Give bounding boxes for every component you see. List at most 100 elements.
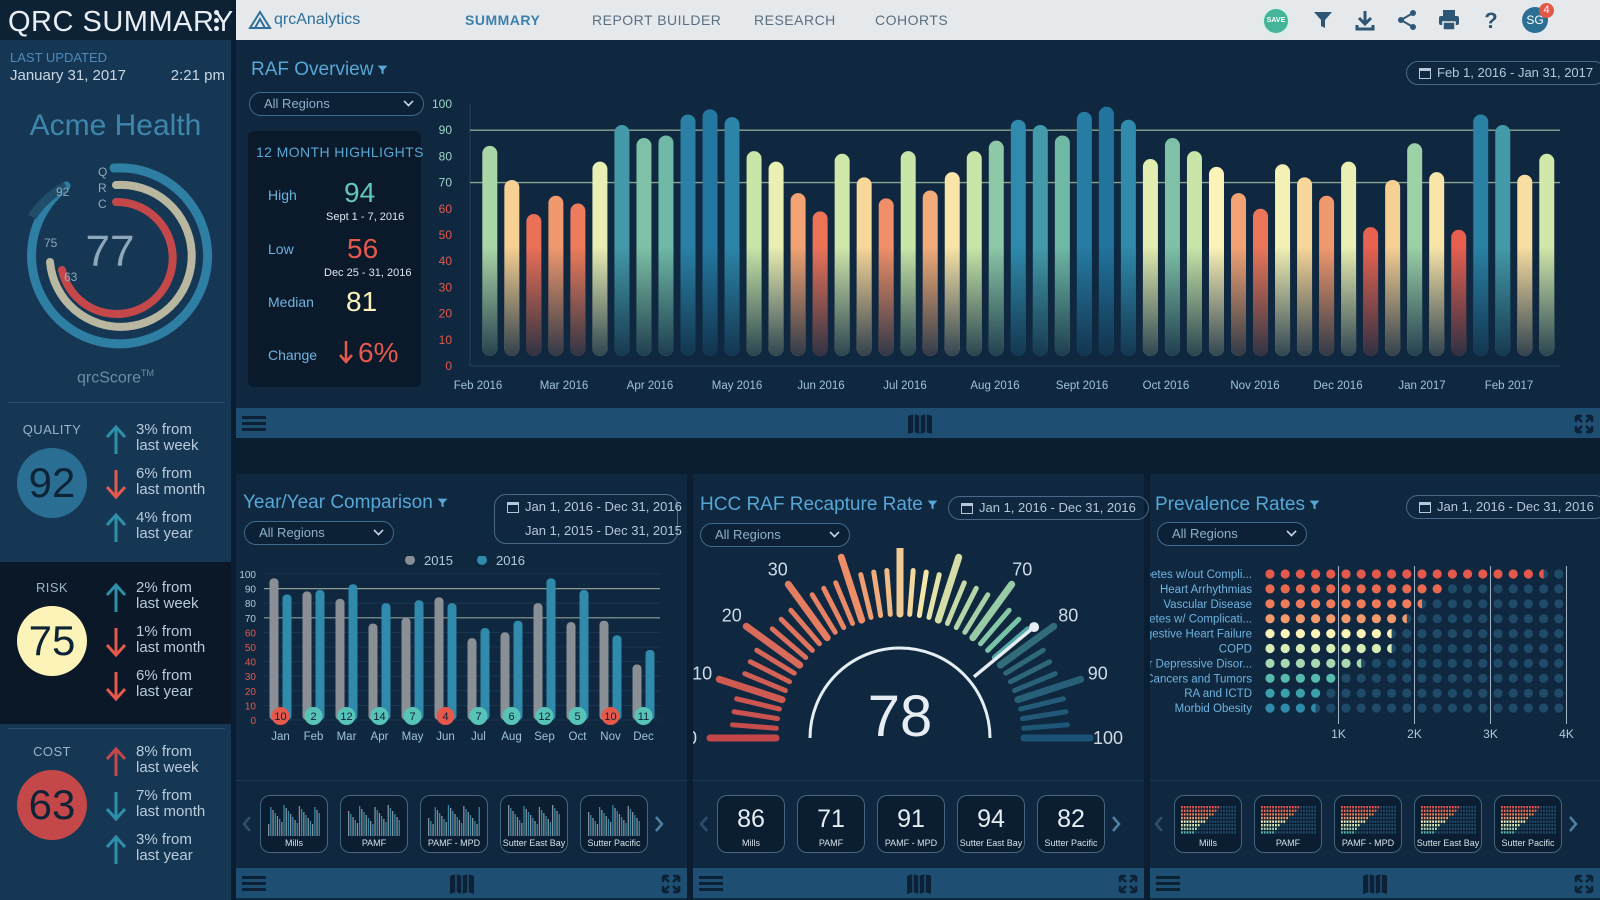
tab-summary[interactable]: SUMMARY — [465, 12, 541, 28]
bar-2016[interactable] — [546, 578, 556, 720]
prevalence-thumbnail[interactable]: Sutter East Bay — [1414, 795, 1482, 853]
download-icon[interactable] — [1353, 8, 1377, 32]
bar-2015[interactable] — [335, 598, 345, 720]
book-icon[interactable] — [906, 873, 932, 895]
prevalence-thumbnail[interactable]: Mills — [1174, 795, 1242, 853]
notification-badge[interactable]: 4 — [1539, 3, 1554, 18]
variance-marker[interactable] — [601, 707, 620, 725]
chevron-right-icon[interactable] — [1111, 815, 1121, 833]
variance-marker[interactable] — [271, 707, 290, 725]
book-icon[interactable] — [907, 413, 933, 435]
yoy-thumbnail[interactable]: PAMF - MPD — [420, 795, 488, 853]
bar-2015[interactable] — [401, 617, 411, 720]
hcc-thumbnail[interactable]: 86 Mills — [717, 795, 785, 853]
variance-marker[interactable] — [337, 707, 356, 725]
variance-marker[interactable] — [436, 707, 455, 725]
filter-icon[interactable] — [926, 498, 939, 512]
raf-region-select[interactable]: All Regions — [249, 92, 424, 116]
variance-marker[interactable] — [535, 707, 554, 725]
expand-icon[interactable] — [1574, 414, 1594, 434]
yoy-thumbnail[interactable]: Mills — [260, 795, 328, 853]
filter-icon[interactable] — [1308, 498, 1321, 512]
bar-2016[interactable] — [414, 600, 424, 720]
variance-marker[interactable] — [403, 707, 422, 725]
menu-icon[interactable] — [1156, 876, 1180, 892]
bar-2015[interactable] — [500, 632, 510, 720]
menu-icon[interactable] — [242, 416, 266, 432]
hcc-date-range[interactable]: Jan 1, 2016 - Dec 31, 2016 — [948, 496, 1149, 520]
tab-cohorts[interactable]: COHORTS — [875, 12, 949, 28]
bar-2015[interactable] — [467, 638, 477, 720]
prevalence-thumbnail[interactable]: PAMF - MPD — [1334, 795, 1402, 853]
prev-date-range[interactable]: Jan 1, 2016 - Dec 31, 2016 — [1406, 495, 1600, 519]
bar-2015[interactable] — [368, 623, 378, 720]
expand-icon[interactable] — [1574, 874, 1594, 894]
share-icon[interactable] — [1395, 8, 1419, 32]
bar-2016[interactable] — [282, 594, 292, 720]
change-value: 6% — [358, 337, 399, 368]
bar-2015[interactable] — [599, 620, 609, 720]
bar-2016[interactable] — [480, 628, 490, 720]
tab-research[interactable]: RESEARCH — [754, 12, 836, 28]
hcc-region-select[interactable]: All Regions — [700, 523, 850, 547]
prevalence-dot — [1417, 643, 1427, 654]
save-button[interactable]: SAVE — [1262, 7, 1290, 35]
bar-2016[interactable] — [381, 603, 391, 720]
chevron-right-icon[interactable] — [654, 815, 664, 833]
menu-icon[interactable] — [699, 876, 723, 892]
expand-icon[interactable] — [661, 874, 681, 894]
hcc-thumbnail[interactable]: 71 PAMF — [797, 795, 865, 853]
variance-marker[interactable] — [370, 707, 389, 725]
print-icon[interactable] — [1437, 8, 1461, 32]
prevalence-thumbnail[interactable]: PAMF — [1254, 795, 1322, 853]
prev-region-select[interactable]: All Regions — [1157, 522, 1307, 546]
hcc-thumbnail[interactable]: 91 PAMF - MPD — [877, 795, 945, 853]
y-tick-label: 70 — [245, 614, 257, 625]
yoy-thumbnail[interactable]: Sutter East Bay — [500, 795, 568, 853]
help-icon[interactable]: ? — [1479, 8, 1503, 32]
bar-2016[interactable] — [315, 590, 325, 720]
bar-2016[interactable] — [612, 635, 622, 720]
yoy-region-select[interactable]: All Regions — [244, 521, 394, 545]
bar-2016[interactable] — [579, 590, 589, 720]
prevalence-thumbnail[interactable]: Sutter Pacific — [1494, 795, 1562, 853]
bar-2015[interactable] — [632, 664, 642, 720]
tab-report-builder[interactable]: REPORT BUILDER — [592, 12, 722, 28]
chevron-left-icon[interactable] — [242, 815, 252, 833]
bar-2016[interactable] — [513, 620, 523, 720]
filter-icon[interactable] — [1311, 8, 1335, 32]
chevron-left-icon[interactable] — [1154, 815, 1164, 833]
y-tick-label: 60 — [439, 202, 453, 216]
bar-2016[interactable] — [348, 584, 358, 720]
bar-2016[interactable] — [645, 649, 655, 720]
hcc-thumbnail[interactable]: 94 Sutter East Bay — [957, 795, 1025, 853]
filter-icon[interactable] — [376, 63, 389, 77]
raf-date-range[interactable]: Feb 1, 2016 - Jan 31, 2017 — [1406, 61, 1600, 85]
variance-marker[interactable] — [469, 707, 488, 725]
filter-icon[interactable] — [436, 496, 449, 510]
book-icon[interactable] — [1362, 873, 1388, 895]
chevron-right-icon[interactable] — [1568, 815, 1578, 833]
prevalence-dot — [1387, 584, 1397, 594]
hcc-thumbnail[interactable]: 82 Sutter Pacific — [1037, 795, 1105, 853]
brand-name[interactable]: qrcAnalytics — [274, 11, 361, 28]
yoy-date-range[interactable]: Jan 1, 2016 - Dec 31, 2016 Jan 1, 2015 -… — [494, 494, 682, 544]
menu-icon[interactable] — [242, 876, 266, 892]
x-tick-label: Feb — [304, 731, 324, 743]
variance-marker[interactable] — [502, 707, 521, 725]
bar-2015[interactable] — [269, 578, 279, 720]
yoy-thumbnail[interactable]: Sutter Pacific — [580, 795, 648, 853]
bar-2015[interactable] — [434, 597, 444, 720]
more-vertical-icon[interactable] — [214, 10, 220, 32]
variance-marker[interactable] — [568, 707, 587, 725]
bar-2016[interactable] — [447, 603, 457, 720]
chevron-left-icon[interactable] — [699, 815, 709, 833]
expand-icon[interactable] — [1118, 874, 1138, 894]
bar-2015[interactable] — [566, 622, 576, 720]
bar-2015[interactable] — [533, 603, 543, 720]
bar-2015[interactable] — [302, 591, 312, 720]
yoy-thumbnail[interactable]: PAMF — [340, 795, 408, 853]
variance-marker[interactable] — [304, 707, 323, 725]
variance-marker[interactable] — [634, 707, 653, 725]
book-icon[interactable] — [449, 873, 475, 895]
